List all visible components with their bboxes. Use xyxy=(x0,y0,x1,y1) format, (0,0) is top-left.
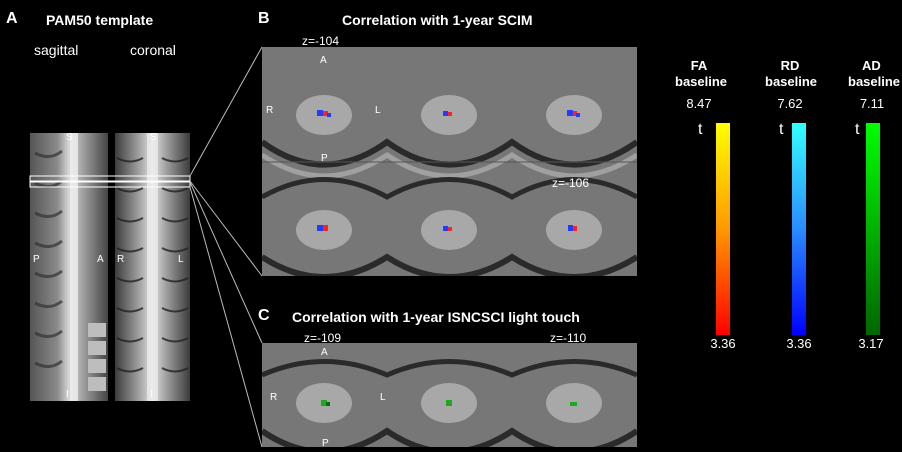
colorbar-rd xyxy=(792,123,806,335)
coronal-orient-top: S xyxy=(150,132,157,143)
colorbar-fa-min: 3.36 xyxy=(710,336,736,351)
sagittal-orient-top: S xyxy=(66,132,73,143)
panel-b-z-top: z=-104 xyxy=(302,34,340,48)
colorbar-ad-header: AD baseline xyxy=(848,58,902,90)
colorbar-rd-header: RD baseline xyxy=(765,58,818,90)
panel-c-orient-bottom: P xyxy=(322,438,329,449)
panel-a-letter: A xyxy=(6,10,18,27)
colorbar-fa-sub: baseline xyxy=(675,74,728,89)
colorbar-ad xyxy=(866,123,880,335)
panel-c-orient-left: R xyxy=(270,392,278,403)
panel-b-orient-bottom: P xyxy=(321,153,328,164)
colorbar-fa-max: 8.47 xyxy=(686,96,712,111)
sagittal-image xyxy=(30,133,108,401)
sagittal-label: sagittal xyxy=(34,42,79,58)
panel-a-title: PAM50 template xyxy=(46,12,154,28)
colorbar-fa-name: FA xyxy=(690,58,708,73)
panel-c-image xyxy=(260,343,639,452)
panel-b-orient-right: L xyxy=(375,105,381,116)
panel-c-orient-right: L xyxy=(380,392,386,403)
panel-b-title: Correlation with 1-year SCIM xyxy=(342,12,533,28)
colorbar-ad-max: 7.11 xyxy=(859,96,885,111)
colorbar-rd-t: t xyxy=(779,121,784,138)
coronal-orient-bottom: I xyxy=(150,389,153,400)
panel-b-orient-left: R xyxy=(266,105,274,116)
colorbar-rd-sub: baseline xyxy=(765,74,818,89)
coronal-orient-right: L xyxy=(178,254,184,265)
coronal-label: coronal xyxy=(130,42,176,58)
colorbar-ad-t: t xyxy=(855,121,860,138)
colorbar-ad-name: AD xyxy=(862,58,881,73)
sagittal-orient-left: P xyxy=(33,254,40,265)
coronal-image xyxy=(115,133,190,401)
colorbar-rd-min: 3.36 xyxy=(786,336,812,351)
sagittal-orient-bottom: I xyxy=(66,389,69,400)
colorbar-fa-header: FA baseline xyxy=(675,58,728,90)
colorbar-fa xyxy=(716,123,730,335)
colorbar-ad-sub: baseline xyxy=(848,74,901,89)
panel-b-image xyxy=(260,47,639,280)
panel-c-letter: C xyxy=(258,307,270,324)
panel-c-title: Correlation with 1-year ISNCSCI light to… xyxy=(292,309,580,325)
panel-c-z-left: z=-109 xyxy=(304,331,342,345)
coronal-orient-left: R xyxy=(117,254,125,265)
colorbar-fa-t: t xyxy=(698,121,703,138)
colorbar-ad-min: 3.17 xyxy=(858,336,884,351)
panel-b-z-bottom: z=-106 xyxy=(552,176,590,190)
panel-c-orient-top: A xyxy=(321,347,328,358)
sagittal-orient-right: A xyxy=(97,254,104,265)
colorbar-rd-name: RD xyxy=(780,58,800,73)
panel-b-letter: B xyxy=(258,10,270,27)
panel-c-z-right: z=-110 xyxy=(550,331,587,345)
panel-b-orient-top: A xyxy=(320,55,327,66)
colorbar-rd-max: 7.62 xyxy=(777,96,803,111)
